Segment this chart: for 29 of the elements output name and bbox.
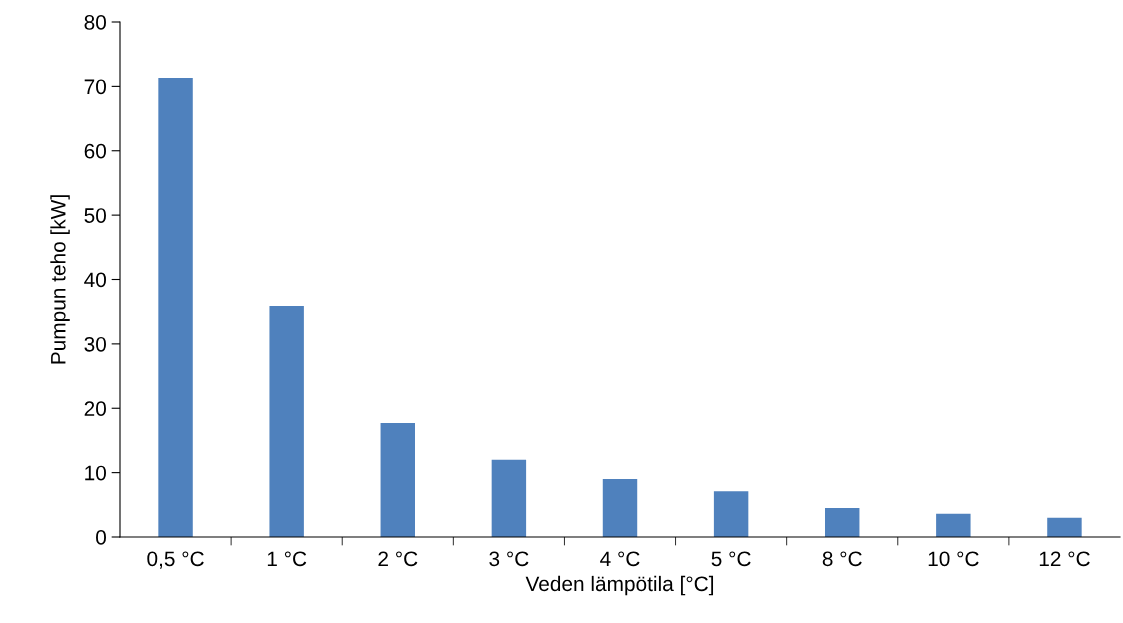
bar (602, 479, 638, 537)
x-tick-label: 10 °C (928, 551, 979, 567)
x-tick-label: 5 °C (711, 551, 751, 567)
x-tick-label: 8 °C (822, 551, 862, 567)
bar (936, 513, 971, 537)
y-tick-label: 60 (84, 143, 106, 159)
y-tick-label: 40 (84, 272, 106, 288)
y-tick-label: 80 (84, 15, 106, 30)
y-tick-label: 0 (96, 530, 106, 545)
x-tick-label: 1 °C (267, 551, 307, 567)
x-tick-label: 12 °C (1039, 551, 1090, 567)
y-tick-label: 70 (84, 79, 106, 95)
x-tick-label: 2 °C (378, 551, 418, 567)
y-axis-title: Pumpun teho [kW] (50, 195, 70, 364)
bar (713, 491, 749, 537)
bar (380, 423, 415, 537)
bar (491, 459, 527, 537)
y-tick-label: 30 (84, 336, 106, 352)
x-tick-label: 3 °C (489, 551, 529, 567)
x-tick-label: 4 °C (600, 551, 640, 567)
bar (1047, 517, 1082, 537)
bar (158, 78, 193, 537)
y-tick-label: 10 (85, 465, 106, 481)
bar (269, 305, 304, 537)
x-tick-label: 0,5 °C (147, 551, 204, 569)
x-axis-title: Veden lämpötila [°C] (525, 575, 714, 596)
bar (825, 508, 860, 537)
y-tick-label: 50 (84, 208, 106, 223)
y-tick-label: 20 (84, 401, 106, 416)
